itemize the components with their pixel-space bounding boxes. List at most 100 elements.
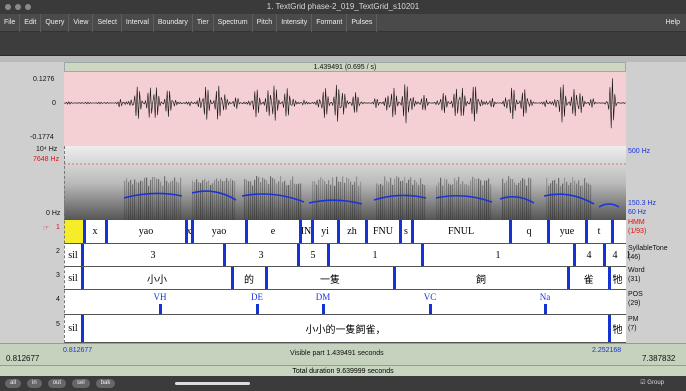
tier-syllabletone[interactable]: sil 3 3 5 1 1 4 4 1 [64,244,626,267]
zoom-in-button[interactable]: in [27,379,42,388]
boundary-marker[interactable] [223,244,226,266]
pos-point-label[interactable]: VC [410,290,450,304]
menu-edit[interactable]: Edit [20,14,41,32]
tier4-name[interactable]: POS [628,291,643,298]
window-controls[interactable] [5,4,31,10]
tier-hmm[interactable]: x yao x yao e IN yi zh FNU s FNUL q yue t [64,220,626,244]
boundary-marker[interactable] [299,220,302,243]
menu-pulses[interactable]: Pulses [347,14,377,32]
menu-intensity[interactable]: Intensity [277,14,312,32]
menu-query[interactable]: Query [41,14,69,32]
boundary-marker[interactable] [509,220,512,243]
tier-interval[interactable]: 5 [298,244,328,266]
zoom-sel-button[interactable]: sel [72,379,90,388]
tier-interval[interactable]: sil [64,267,82,289]
tier-interval[interactable]: q [510,220,548,243]
pos-point-label[interactable]: DM [303,290,343,304]
menu-tier[interactable]: Tier [193,14,214,32]
tier-interval[interactable]: FNU [366,220,400,243]
tier-interval[interactable]: x [84,220,106,243]
pos-point-marker[interactable] [159,304,162,314]
tier-interval[interactable]: 1 [626,244,631,266]
spectrogram-panel[interactable] [64,146,626,220]
zoom-dot-icon[interactable] [25,4,31,10]
tier-interval[interactable]: 一隻 [266,267,394,289]
pos-point-label[interactable]: Na [525,290,565,304]
tier-pm[interactable]: sil 小小的一隻飼雀， 牠 [64,315,626,343]
pos-point-marker[interactable] [322,304,325,314]
tier3-number[interactable]: 3 [56,272,60,279]
boundary-marker[interactable] [608,315,611,342]
zoom-back-button[interactable]: bak [96,379,116,388]
boundary-marker[interactable] [547,220,550,243]
boundary-marker[interactable] [81,315,84,342]
window-start-time[interactable]: 0.812677 [6,354,39,363]
boundary-marker[interactable] [81,267,84,289]
boundary-marker[interactable] [191,220,194,243]
tier5-number[interactable]: 5 [56,321,60,328]
tier1-number[interactable]: 1 [56,224,60,231]
tier2-name[interactable]: SyllableTone [628,245,668,252]
close-dot-icon[interactable] [5,4,11,10]
menu-pitch[interactable]: Pitch [253,14,278,32]
tier-interval[interactable]: 4 [604,244,626,266]
boundary-marker[interactable] [603,244,606,266]
tier-interval[interactable]: 牠 [609,315,626,342]
tier-interval[interactable]: yi [312,220,338,243]
horizontal-scrollbar[interactable] [175,382,250,385]
tier-interval[interactable]: 小小的一隻飼雀， [82,315,609,342]
tier-interval[interactable]: 飼 [394,267,568,289]
pos-point-label[interactable]: DE [237,290,277,304]
tier-interval[interactable]: yue [548,220,586,243]
menu-spectrum[interactable]: Spectrum [214,14,253,32]
boundary-marker[interactable] [105,220,108,243]
tier-interval[interactable]: sil [64,244,82,266]
tier5-name[interactable]: PM [628,316,639,323]
tier2-number[interactable]: 2 [56,248,60,255]
zoom-all-button[interactable]: all [5,379,21,388]
boundary-marker[interactable] [411,220,414,243]
tier-interval[interactable]: e [246,220,300,243]
group-checkbox[interactable]: ☑ Group [640,378,664,389]
minimize-dot-icon[interactable] [15,4,21,10]
boundary-marker[interactable] [393,267,396,289]
boundary-marker[interactable] [421,244,424,266]
boundary-marker[interactable] [83,220,86,243]
menu-file[interactable]: File [0,14,20,32]
tier-interval[interactable]: FNUL [412,220,510,243]
tier-interval[interactable]: 1 [422,244,574,266]
boundary-marker[interactable] [337,220,340,243]
tier-pos[interactable]: VH DE DM VC Na [64,290,626,315]
boundary-marker[interactable] [399,220,402,243]
menu-view[interactable]: View [69,14,93,32]
waveform-panel[interactable] [64,72,626,146]
tier3-name[interactable]: Word [628,267,645,274]
tier-interval[interactable]: sil [64,315,82,342]
tier-interval[interactable]: 雀 [568,267,609,289]
menu-formant[interactable]: Formant [312,14,347,32]
boundary-marker[interactable] [573,244,576,266]
total-duration-bar[interactable]: Total duration 9.639999 seconds [0,365,686,376]
boundary-marker[interactable] [265,267,268,289]
boundary-marker[interactable] [245,220,248,243]
tier-interval[interactable]: yao [192,220,246,243]
pos-point-marker[interactable] [544,304,547,314]
tier-interval[interactable]: yao [106,220,186,243]
boundary-marker[interactable] [297,244,300,266]
tier-interval[interactable]: 的 [232,267,266,289]
tier-interval[interactable]: 1 [328,244,422,266]
menu-help[interactable]: Help [666,14,680,32]
pos-point-label[interactable]: VH [140,290,180,304]
tier-interval[interactable]: 3 [224,244,298,266]
pos-point-marker[interactable] [429,304,432,314]
boundary-marker[interactable] [365,220,368,243]
tier-interval[interactable]: 小小 [82,267,232,289]
tier-interval[interactable]: 3 [82,244,224,266]
tier1-name[interactable]: HMM [628,219,645,226]
tier-interval[interactable]: 牠 [609,267,626,289]
boundary-marker[interactable] [231,267,234,289]
boundary-marker[interactable] [585,220,588,243]
tier-word[interactable]: sil 小小的一隻飼雀牠 [64,267,626,290]
boundary-marker[interactable] [185,220,188,243]
window-end-time[interactable]: 7.387832 [642,354,675,363]
